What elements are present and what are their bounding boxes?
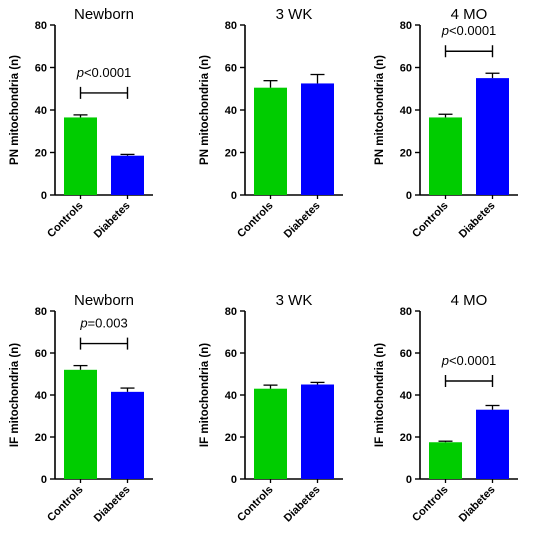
- chart-panel-3: 4 MO PN mitochondria (n) 0 20 40 60 80 Controls…: [374, 6, 518, 241]
- chart-panel-2: 3 WK PN mitochondria (n) 0 20 40 60 80 Controls…: [199, 6, 343, 241]
- y-axis-label: PN mitochondria (n): [374, 55, 386, 165]
- category-label: Diabetes: [92, 484, 133, 525]
- p-value-prefix: p: [441, 23, 449, 38]
- y-tick-label: 80: [225, 20, 237, 32]
- y-tick-label: 40: [400, 390, 412, 402]
- bar-controls: [254, 87, 287, 195]
- category-label: Diabetes: [457, 484, 498, 525]
- y-tick-label: 20: [400, 432, 412, 444]
- y-tick-label: 80: [35, 20, 47, 32]
- category-label: Controls: [410, 484, 450, 524]
- chart-title: 4 MO: [451, 6, 488, 23]
- y-tick-label: 60: [225, 63, 237, 75]
- p-value-text: <0.0001: [449, 23, 496, 38]
- y-tick-label: 20: [35, 432, 47, 444]
- y-tick-label: 20: [400, 148, 412, 160]
- p-value-text: =0.003: [88, 316, 128, 331]
- y-tick-label: 40: [35, 105, 47, 117]
- y-tick-label: 0: [41, 474, 47, 486]
- y-tick-label: 60: [225, 348, 237, 360]
- bar-diabetes: [301, 83, 334, 195]
- chart-panel-1: Newborn PN mitochondria (n) 0 20 40 60 80 Contr…: [9, 6, 153, 241]
- category-label: Diabetes: [92, 200, 133, 241]
- y-tick-label: 0: [406, 474, 412, 486]
- y-tick-label: 0: [406, 190, 412, 202]
- y-tick-label: 80: [400, 20, 412, 32]
- chart-title: Newborn: [74, 6, 134, 23]
- category-label: Diabetes: [282, 484, 323, 525]
- chart-title: 4 MO: [451, 292, 488, 309]
- y-tick-label: 40: [400, 105, 412, 117]
- y-tick-label: 0: [231, 474, 237, 486]
- y-tick-label: 80: [400, 306, 412, 318]
- bar-controls: [429, 117, 462, 195]
- category-label: Controls: [235, 484, 275, 524]
- p-value-text: <0.0001: [449, 353, 496, 368]
- p-value-label: p<0.0001: [441, 23, 497, 38]
- chart-panel-5: 3 WK IF mitochondria (n) 0 20 40 60 80 Controls…: [199, 292, 343, 525]
- p-value-prefix: p: [76, 65, 84, 80]
- p-value-label: p=0.003: [79, 316, 127, 331]
- y-axis-label: IF mitochondria (n): [374, 343, 386, 447]
- y-tick-label: 20: [35, 148, 47, 160]
- chart-title: Newborn: [74, 292, 134, 309]
- category-label: Diabetes: [457, 200, 498, 241]
- bar-diabetes: [476, 78, 509, 195]
- chart-title: 3 WK: [276, 292, 313, 309]
- y-tick-label: 40: [225, 390, 237, 402]
- bar-controls: [64, 117, 97, 195]
- chart-panel-6: 4 MO IF mitochondria (n) 0 20 40 60 80 Controls…: [374, 292, 518, 525]
- p-value-label: p<0.0001: [76, 65, 132, 80]
- y-tick-label: 20: [225, 432, 237, 444]
- p-value-text: <0.0001: [84, 65, 131, 80]
- y-tick-label: 20: [225, 148, 237, 160]
- y-axis-label: PN mitochondria (n): [199, 55, 211, 165]
- p-value-prefix: p: [79, 316, 87, 331]
- chart-panel-4: Newborn IF mitochondria (n) 0 20 40 60 80 Contr…: [9, 292, 153, 525]
- bar-controls: [429, 442, 462, 479]
- bar-diabetes: [111, 391, 144, 479]
- y-axis-label: PN mitochondria (n): [9, 55, 21, 165]
- bar-diabetes: [301, 384, 334, 479]
- category-label: Controls: [45, 200, 85, 240]
- y-tick-label: 0: [231, 190, 237, 202]
- p-value-prefix: p: [441, 353, 449, 368]
- category-label: Controls: [45, 484, 85, 524]
- bar-controls: [64, 369, 97, 479]
- chart-title: 3 WK: [276, 6, 313, 23]
- y-tick-label: 60: [35, 348, 47, 360]
- y-tick-label: 60: [400, 63, 412, 75]
- y-tick-label: 60: [35, 63, 47, 75]
- bar-diabetes: [111, 155, 144, 195]
- y-tick-label: 60: [400, 348, 412, 360]
- y-tick-label: 80: [35, 306, 47, 318]
- y-tick-label: 40: [35, 390, 47, 402]
- category-label: Diabetes: [282, 200, 323, 241]
- bar-controls: [254, 388, 287, 479]
- y-axis-label: IF mitochondria (n): [9, 343, 21, 447]
- category-label: Controls: [235, 200, 275, 240]
- p-value-label: p<0.0001: [441, 353, 497, 368]
- y-axis-label: IF mitochondria (n): [199, 343, 211, 447]
- bar-diabetes: [476, 409, 509, 479]
- y-tick-label: 80: [225, 306, 237, 318]
- y-tick-label: 40: [225, 105, 237, 117]
- y-tick-label: 0: [41, 190, 47, 202]
- category-label: Controls: [410, 200, 450, 240]
